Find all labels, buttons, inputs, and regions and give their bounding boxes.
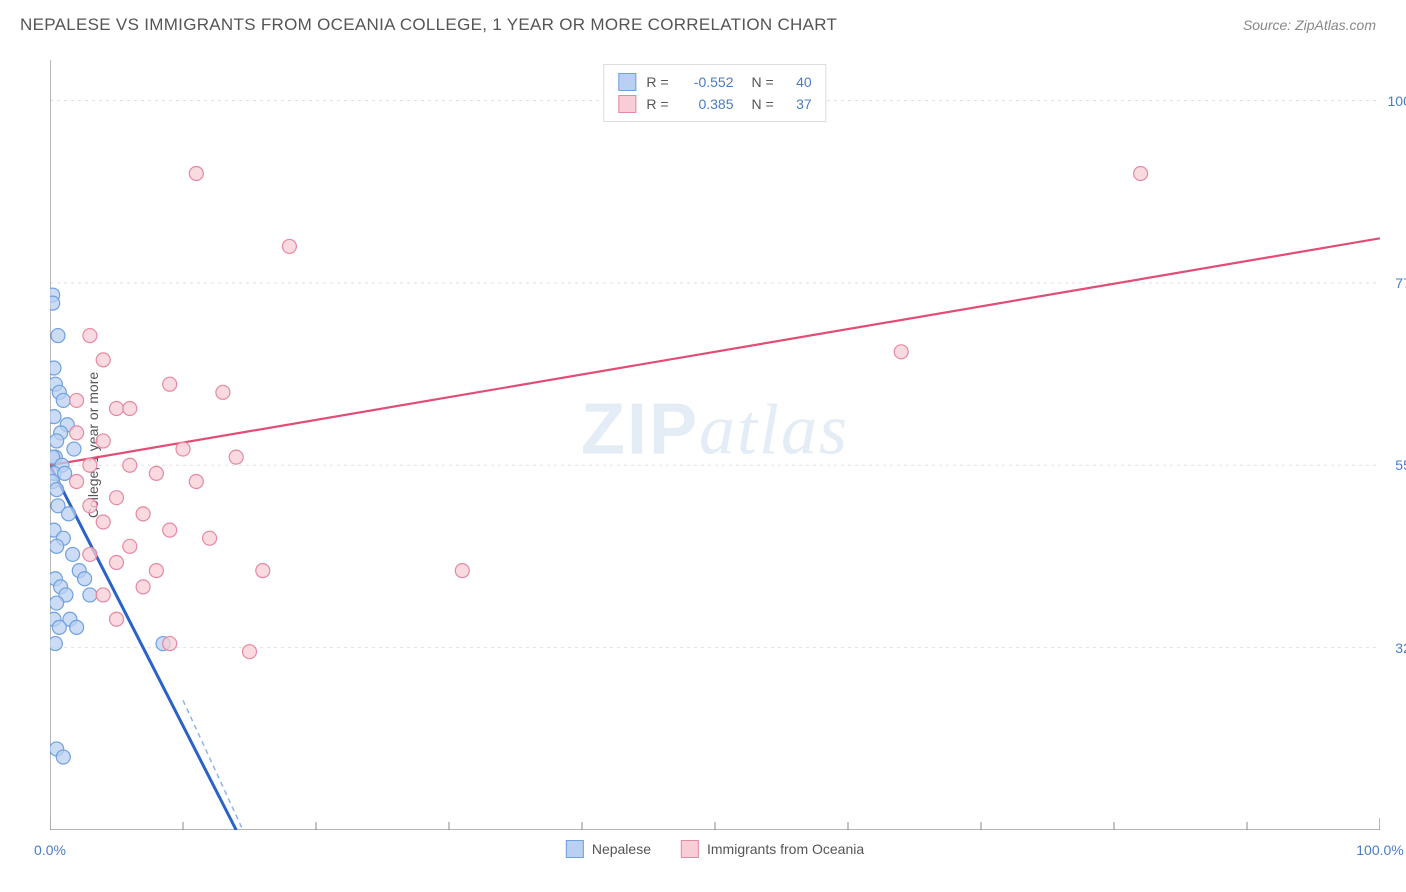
legend-stat-row: R = 0.385 N = 37 — [618, 93, 811, 115]
legend-label: Immigrants from Oceania — [707, 841, 864, 857]
r-label: R = — [646, 74, 668, 90]
r-value: 0.385 — [679, 96, 734, 112]
x-tick-label: 0.0% — [34, 842, 66, 858]
legend-series: Nepalese Immigrants from Oceania — [566, 840, 864, 858]
legend-swatch — [681, 840, 699, 858]
x-tick-label: 100.0% — [1356, 842, 1403, 858]
scatter-plot — [50, 60, 1380, 830]
legend-stat-row: R = -0.552 N = 40 — [618, 71, 811, 93]
y-tick-label: 32.5% — [1395, 640, 1406, 656]
legend-item: Immigrants from Oceania — [681, 840, 864, 858]
y-tick-label: 55.0% — [1395, 457, 1406, 473]
r-value: -0.552 — [679, 74, 734, 90]
legend-stats: R = -0.552 N = 40 R = 0.385 N = 37 — [603, 64, 826, 122]
n-label: N = — [752, 74, 774, 90]
n-value: 37 — [784, 96, 812, 112]
chart-title: NEPALESE VS IMMIGRANTS FROM OCEANIA COLL… — [20, 15, 837, 35]
n-value: 40 — [784, 74, 812, 90]
header: NEPALESE VS IMMIGRANTS FROM OCEANIA COLL… — [0, 0, 1406, 50]
r-label: R = — [646, 96, 668, 112]
legend-swatch — [618, 95, 636, 113]
legend-label: Nepalese — [592, 841, 651, 857]
legend-swatch — [566, 840, 584, 858]
chart-area: College, 1 year or more ZIPatlas R =-0.5… — [50, 60, 1380, 830]
n-label: N = — [752, 96, 774, 112]
legend-item: Nepalese — [566, 840, 651, 858]
source-label: Source: ZipAtlas.com — [1243, 17, 1376, 33]
y-tick-label: 100.0% — [1388, 93, 1406, 109]
legend-swatch — [618, 73, 636, 91]
y-tick-label: 77.5% — [1395, 275, 1406, 291]
